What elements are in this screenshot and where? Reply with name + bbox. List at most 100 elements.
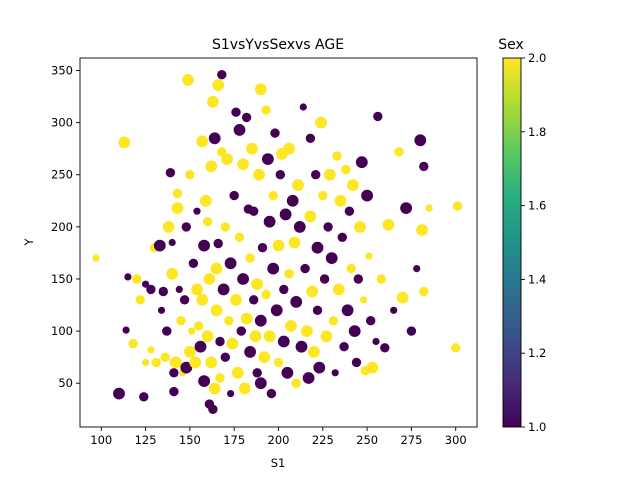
- scatter-point: [92, 254, 100, 262]
- scatter-point: [217, 70, 227, 80]
- scatter-point: [199, 194, 212, 207]
- scatter-point: [311, 170, 321, 180]
- scatter-point: [252, 368, 262, 378]
- scatter-point: [189, 356, 202, 369]
- scatter-point: [334, 194, 347, 207]
- scatter-point: [351, 357, 362, 368]
- scatter-point: [217, 283, 230, 296]
- scatter-point: [198, 375, 211, 387]
- scatter-point: [191, 283, 203, 296]
- scatter-point: [425, 204, 433, 212]
- scatter-point: [188, 327, 196, 335]
- scatter-point: [249, 206, 259, 216]
- scatter-point: [208, 382, 221, 395]
- colorbar-tick-label: 1.0: [528, 420, 546, 434]
- x-tick-label: 250: [356, 433, 378, 447]
- scatter-point: [240, 312, 253, 325]
- scatter-point: [160, 352, 170, 362]
- scatter-point: [301, 325, 313, 337]
- scatter-point: [162, 221, 175, 233]
- scatter-point: [365, 252, 373, 260]
- scatter-point: [366, 316, 376, 326]
- x-tick-label: 300: [445, 433, 467, 447]
- y-tick-label: 300: [51, 116, 73, 130]
- scatter-point: [414, 134, 427, 147]
- scatter-point: [267, 262, 280, 275]
- scatter-point: [324, 168, 336, 181]
- scatter-point: [328, 316, 339, 326]
- scatter-point: [157, 306, 166, 314]
- scatter-point: [419, 286, 429, 297]
- scatter-point: [226, 337, 239, 350]
- scatter-point: [290, 296, 303, 308]
- scatter-point: [315, 116, 327, 129]
- scatter-point: [354, 221, 366, 233]
- scatter-point: [220, 352, 230, 362]
- scatter-point: [172, 188, 183, 199]
- scatter-point: [215, 336, 225, 347]
- scatter-point: [169, 386, 179, 397]
- x-tick-label: 150: [179, 433, 201, 447]
- scatter-point: [353, 274, 363, 284]
- scatter-point: [224, 316, 234, 326]
- scatter-point: [205, 356, 218, 369]
- scatter-point: [221, 153, 234, 166]
- scatter-point: [266, 388, 277, 399]
- scatter-point: [291, 378, 301, 388]
- scatter-point: [128, 338, 138, 349]
- scatter-point: [179, 295, 190, 305]
- scatter-point: [196, 293, 209, 306]
- scatter-point: [262, 153, 274, 166]
- scatter-point: [300, 263, 310, 274]
- scatter-point: [254, 83, 267, 96]
- scatter-point: [394, 147, 404, 157]
- x-tick-label: 225: [312, 433, 334, 447]
- scatter-point: [201, 330, 214, 343]
- scatter-point: [175, 285, 183, 293]
- scatter-point: [147, 346, 155, 354]
- scatter-point: [313, 361, 326, 374]
- scatter-point: [382, 218, 395, 231]
- scatter-point: [419, 161, 429, 172]
- scatter-point: [202, 217, 213, 227]
- scatter-point: [230, 293, 242, 306]
- scatter-point: [224, 257, 237, 270]
- scatter-point: [355, 156, 368, 169]
- x-axis-ticks: 100 125 150 175 200 225 250 275 300: [90, 427, 467, 447]
- scatter-point: [268, 190, 278, 201]
- y-axis-label: Y: [22, 238, 36, 247]
- scatter-point: [258, 351, 271, 364]
- scatter-point: [451, 343, 461, 353]
- scatter-point: [168, 238, 176, 247]
- scatter-point: [194, 321, 204, 331]
- scatter-point: [162, 326, 172, 336]
- scatter-point: [361, 189, 373, 202]
- scatter-point: [210, 262, 223, 275]
- scatter-point: [293, 221, 306, 233]
- scatter-point: [236, 326, 246, 336]
- scatter-point: [332, 283, 345, 296]
- scatter-point: [196, 135, 209, 148]
- scatter-point: [288, 236, 301, 249]
- scatter-point: [376, 274, 386, 284]
- colorbar-tick-label: 1.2: [528, 346, 546, 360]
- scatter-point: [416, 224, 428, 236]
- colorbar-tick-label: 1.4: [528, 272, 546, 286]
- scatter-point: [241, 112, 252, 123]
- scatter-point: [332, 151, 342, 161]
- scatter-point: [311, 241, 324, 254]
- scatter-point: [207, 95, 219, 108]
- scatter-point: [135, 295, 145, 305]
- scatter-point: [261, 105, 271, 115]
- colorbar: [502, 57, 522, 428]
- y-tick-label: 350: [51, 64, 73, 78]
- scatter-point: [194, 340, 207, 353]
- scatter-point: [220, 222, 230, 232]
- scatter-point: [320, 330, 333, 343]
- scatter-point: [169, 368, 179, 378]
- scatter-point: [281, 366, 294, 379]
- scatter-point: [305, 133, 316, 143]
- scatter-point: [182, 74, 195, 86]
- scatter-point: [285, 320, 297, 332]
- scatter-point: [180, 361, 193, 374]
